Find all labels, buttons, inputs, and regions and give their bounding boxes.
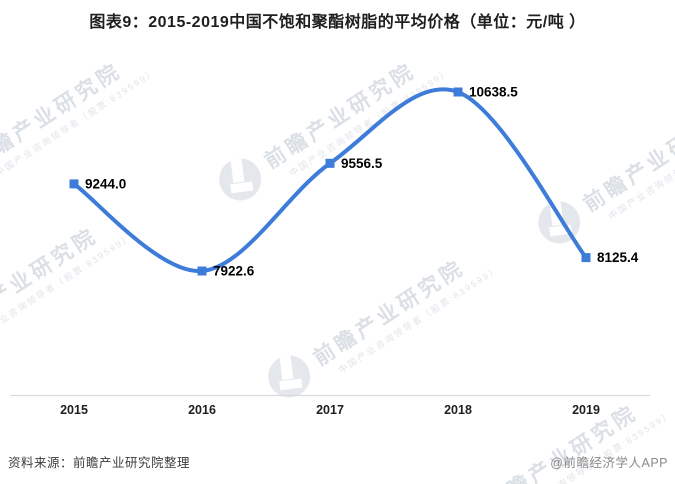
data-point-label: 7922.6 [213,264,255,279]
data-point-label: 10638.5 [469,85,518,100]
data-point-label: 8125.4 [597,250,639,265]
data-point-marker [197,266,207,276]
x-axis-label: 2016 [188,403,216,417]
source-note: 资料来源：前瞻产业研究院整理 [8,456,191,470]
data-point-marker [453,87,463,97]
credit-note: @前瞻经济学人APP [550,456,668,470]
x-axis-labels: 2015 2016 2017 2018 2019 [60,403,600,417]
data-labels: 9244.0 7922.6 9556.5 10638.5 8125.4 [85,85,639,279]
chart-title: 图表9：2015-2019中国不饱和聚酯树脂的平均价格（单位：元/吨 ） [89,14,586,31]
data-point-label: 9556.5 [341,156,383,171]
x-axis-label: 2019 [572,403,600,417]
x-axis-label: 2017 [316,403,344,417]
x-axis-label: 2015 [60,403,88,417]
series-markers [69,87,591,276]
data-point-label: 9244.0 [85,176,126,191]
data-point-marker [69,179,79,189]
data-point-marker [581,253,591,263]
data-point-marker [325,158,335,168]
x-axis-label: 2018 [444,403,472,417]
series-line [72,87,588,274]
